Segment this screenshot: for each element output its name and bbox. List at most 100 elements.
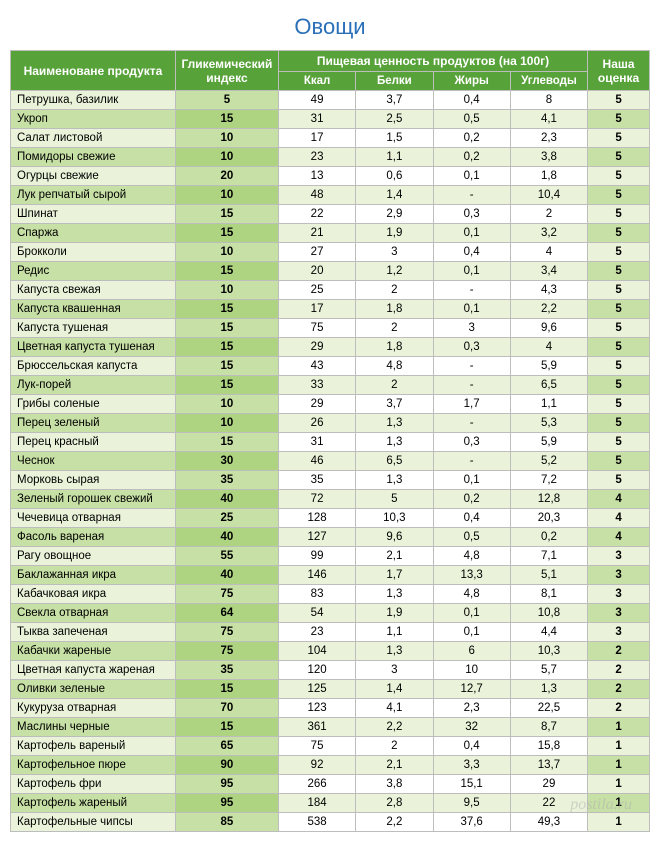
cell-gi: 15: [175, 338, 278, 357]
cell-gi: 15: [175, 433, 278, 452]
cell-carbs: 20,3: [510, 509, 587, 528]
cell-gi: 15: [175, 300, 278, 319]
cell-kcal: 13: [278, 167, 355, 186]
cell-name: Баклажанная икра: [11, 566, 176, 585]
col-fat: Жиры: [433, 72, 510, 91]
cell-carbs: 5,7: [510, 661, 587, 680]
cell-kcal: 127: [278, 528, 355, 547]
cell-protein: 2,5: [356, 110, 433, 129]
col-name: Наименоване продукта: [11, 51, 176, 91]
table-row: Капуста тушеная1575239,65: [11, 319, 650, 338]
cell-kcal: 128: [278, 509, 355, 528]
page-title: Овощи: [10, 14, 650, 40]
cell-protein: 3: [356, 243, 433, 262]
cell-name: Помидоры свежие: [11, 148, 176, 167]
cell-fat: 0,3: [433, 433, 510, 452]
cell-rating: 5: [588, 129, 650, 148]
col-gi: Гликемический индекс: [175, 51, 278, 91]
cell-rating: 5: [588, 167, 650, 186]
cell-gi: 64: [175, 604, 278, 623]
cell-gi: 30: [175, 452, 278, 471]
cell-gi: 10: [175, 281, 278, 300]
cell-kcal: 46: [278, 452, 355, 471]
cell-kcal: 17: [278, 129, 355, 148]
cell-gi: 75: [175, 623, 278, 642]
col-protein: Белки: [356, 72, 433, 91]
col-rating: Наша оценка: [588, 51, 650, 91]
cell-rating: 3: [588, 547, 650, 566]
cell-carbs: 8: [510, 91, 587, 110]
cell-rating: 5: [588, 224, 650, 243]
cell-fat: 0,1: [433, 167, 510, 186]
cell-protein: 2,2: [356, 718, 433, 737]
cell-gi: 10: [175, 186, 278, 205]
cell-carbs: 10,3: [510, 642, 587, 661]
cell-name: Картофель вареный: [11, 737, 176, 756]
cell-gi: 75: [175, 585, 278, 604]
table-row: Грибы соленые10293,71,71,15: [11, 395, 650, 414]
cell-protein: 1,7: [356, 566, 433, 585]
cell-gi: 15: [175, 205, 278, 224]
cell-fat: 0,5: [433, 528, 510, 547]
cell-gi: 40: [175, 528, 278, 547]
table-body: Петрушка, базилик5493,70,485Укроп15312,5…: [11, 91, 650, 832]
table-row: Свекла отварная64541,90,110,83: [11, 604, 650, 623]
cell-name: Шпинат: [11, 205, 176, 224]
cell-carbs: 12,8: [510, 490, 587, 509]
cell-fat: -: [433, 452, 510, 471]
table-row: Лук-порей15332-6,55: [11, 376, 650, 395]
cell-kcal: 83: [278, 585, 355, 604]
cell-fat: 3: [433, 319, 510, 338]
cell-protein: 1,3: [356, 642, 433, 661]
cell-carbs: 8,1: [510, 585, 587, 604]
cell-name: Оливки зеленые: [11, 680, 176, 699]
cell-kcal: 49: [278, 91, 355, 110]
cell-kcal: 25: [278, 281, 355, 300]
cell-carbs: 5,9: [510, 433, 587, 452]
cell-kcal: 29: [278, 395, 355, 414]
cell-name: Перец красный: [11, 433, 176, 452]
cell-protein: 2: [356, 376, 433, 395]
cell-carbs: 3,8: [510, 148, 587, 167]
cell-rating: 1: [588, 756, 650, 775]
cell-name: Морковь сырая: [11, 471, 176, 490]
cell-rating: 5: [588, 110, 650, 129]
cell-fat: 3,3: [433, 756, 510, 775]
cell-rating: 4: [588, 509, 650, 528]
cell-gi: 15: [175, 376, 278, 395]
cell-carbs: 1,8: [510, 167, 587, 186]
table-row: Перец красный15311,30,35,95: [11, 433, 650, 452]
cell-carbs: 5,1: [510, 566, 587, 585]
cell-protein: 4,8: [356, 357, 433, 376]
table-row: Чечевица отварная2512810,30,420,34: [11, 509, 650, 528]
cell-fat: 4,8: [433, 547, 510, 566]
cell-protein: 0,6: [356, 167, 433, 186]
cell-carbs: 5,2: [510, 452, 587, 471]
cell-kcal: 31: [278, 110, 355, 129]
table-row: Огурцы свежие20130,60,11,85: [11, 167, 650, 186]
cell-gi: 5: [175, 91, 278, 110]
cell-carbs: 4,4: [510, 623, 587, 642]
cell-name: Капуста свежая: [11, 281, 176, 300]
cell-fat: 0,4: [433, 737, 510, 756]
cell-rating: 5: [588, 262, 650, 281]
cell-carbs: 4: [510, 338, 587, 357]
cell-protein: 1,4: [356, 186, 433, 205]
cell-name: Лук репчатый сырой: [11, 186, 176, 205]
cell-name: Маслины черные: [11, 718, 176, 737]
cell-gi: 15: [175, 718, 278, 737]
cell-name: Укроп: [11, 110, 176, 129]
cell-fat: 6: [433, 642, 510, 661]
table-row: Брюссельская капуста15434,8-5,95: [11, 357, 650, 376]
cell-carbs: 4,3: [510, 281, 587, 300]
cell-name: Чеснок: [11, 452, 176, 471]
cell-fat: -: [433, 186, 510, 205]
cell-kcal: 35: [278, 471, 355, 490]
cell-name: Кабачки жареные: [11, 642, 176, 661]
cell-rating: 5: [588, 148, 650, 167]
cell-gi: 15: [175, 680, 278, 699]
cell-gi: 85: [175, 813, 278, 832]
cell-carbs: 10,4: [510, 186, 587, 205]
cell-name: Цветная капуста жареная: [11, 661, 176, 680]
cell-fat: -: [433, 281, 510, 300]
